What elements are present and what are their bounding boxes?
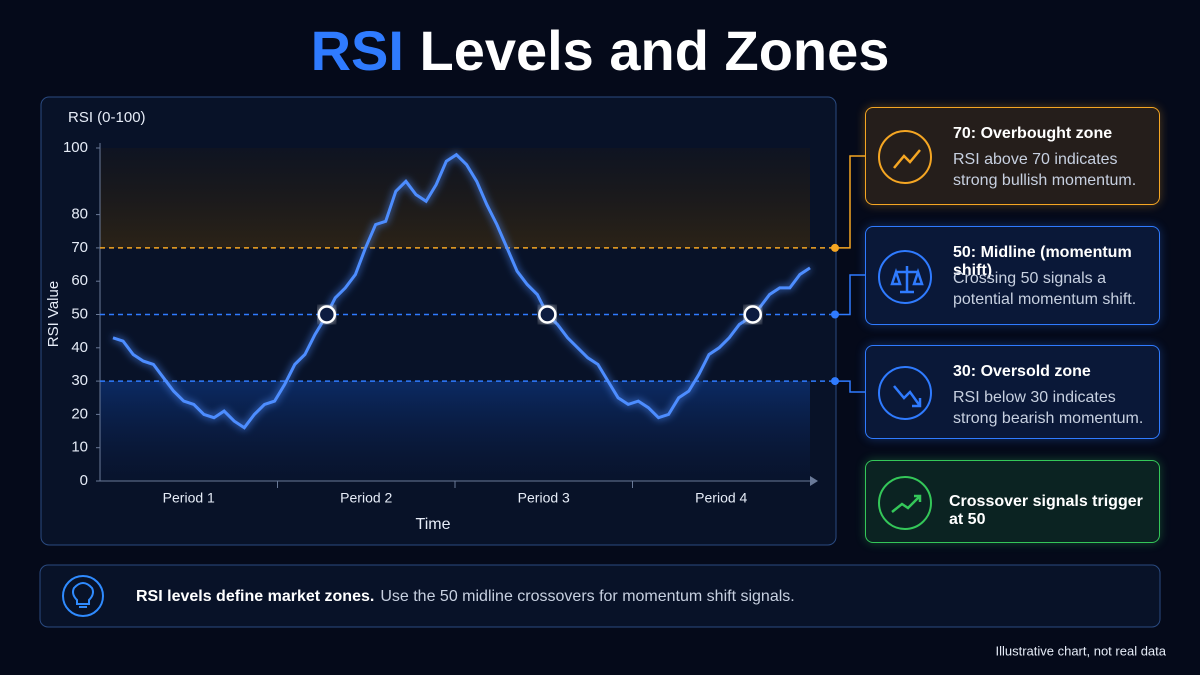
y-tick-label: 30 <box>71 372 88 389</box>
card-text: RSI above 70 indicates strong bullish mo… <box>953 151 1137 189</box>
card: Crossover signals trigger at 50 <box>865 460 1160 543</box>
card-glyph <box>891 494 922 513</box>
footer-rest: Use the 50 midline crossovers for moment… <box>380 588 794 605</box>
y-tick-label: 40 <box>71 339 88 356</box>
card-title: Crossover signals trigger at 50 <box>949 492 1143 528</box>
y-tick-label: 60 <box>71 272 88 289</box>
card-title: 50: Midline (momentum shift) <box>953 244 1132 279</box>
title-highlight: RSI <box>310 19 404 82</box>
card-glyph <box>893 385 922 408</box>
period-label: Period 1 <box>163 490 215 506</box>
title: RSI Levels and Zones <box>0 18 1200 83</box>
oversold-zone <box>100 381 810 481</box>
footer-bold: RSI levels define market zones. <box>136 588 374 605</box>
footer-box <box>39 564 1161 628</box>
crossover-marker <box>743 305 763 324</box>
card-icon <box>878 366 932 420</box>
glyph <box>893 149 921 169</box>
card-text: RSI below 30 indicates strong bearish mo… <box>953 389 1144 427</box>
connector <box>835 155 865 249</box>
glyph <box>890 265 924 293</box>
footer-text: RSI levels define market zones. Use the 5… <box>136 588 795 605</box>
card-title: 30: Oversold zone <box>953 363 1091 380</box>
y-tick-label: 100 <box>63 139 88 156</box>
card-text: Crossing 50 signals a potential momentum… <box>953 270 1137 308</box>
note: Illustrative chart, not real data <box>995 643 1166 658</box>
card-icon <box>878 249 932 304</box>
card-glyph <box>890 265 924 293</box>
x-axis-label: Time <box>416 516 451 533</box>
bulb-glyph <box>72 582 94 608</box>
title-rest: Levels and Zones <box>419 19 890 82</box>
y-tick-label: 10 <box>71 439 88 456</box>
crossover-marker <box>538 305 557 324</box>
card: 50: Midline (momentum shift) Crossing 50 … <box>865 226 1160 325</box>
y-tick-label: 0 <box>80 472 88 489</box>
card-title: 70: Overbought zone <box>953 125 1113 142</box>
period-label: Period 4 <box>695 490 747 506</box>
y-tick-label: 80 <box>71 206 88 223</box>
period-label: Period 3 <box>518 490 570 506</box>
glyph <box>891 494 922 513</box>
card-icon <box>878 130 932 184</box>
bulb-icon <box>62 575 104 617</box>
y-axis-label: RSI Value <box>45 281 62 347</box>
y-tick-label: 50 <box>71 305 88 322</box>
unit-label: RSI (0-100) <box>68 109 146 126</box>
glyph <box>893 385 922 408</box>
crossover-marker <box>317 305 337 324</box>
card-icon <box>878 475 932 530</box>
period-label: Period 2 <box>340 490 392 506</box>
card: 70: Overbought zone RSI above 70 indicate… <box>865 107 1160 205</box>
y-tick-label: 20 <box>71 405 88 422</box>
connector <box>835 380 865 393</box>
rsi-line <box>112 152 811 430</box>
y-tick-label: 70 <box>71 239 88 256</box>
card: 30: Oversold zone RSI below 30 indicates … <box>865 345 1160 439</box>
x-axis-arrow <box>810 476 818 486</box>
overbought-zone <box>100 148 810 248</box>
card-glyph <box>893 149 921 169</box>
connector <box>835 274 865 316</box>
